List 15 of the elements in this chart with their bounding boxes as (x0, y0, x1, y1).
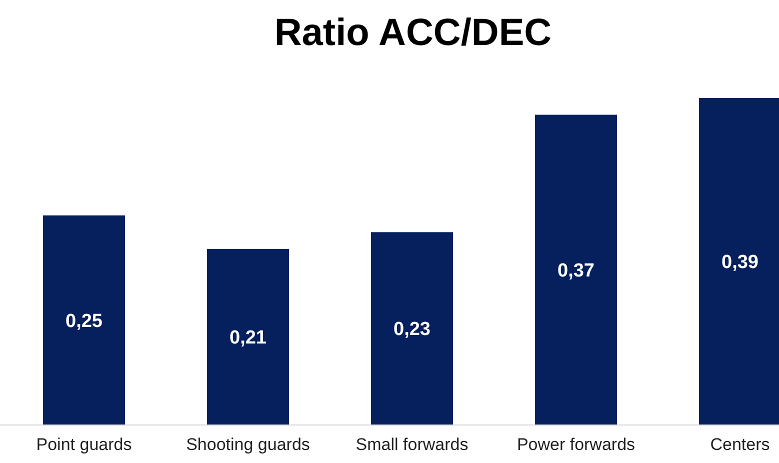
chart-title: Ratio ACC/DEC (274, 12, 552, 54)
data-label: 0,21 (230, 328, 267, 349)
bar (207, 248, 289, 425)
x-tick-label: Power forwards (516, 435, 636, 454)
data-label: 0,37 (558, 260, 594, 282)
x-tick-label: Point guards (36, 435, 132, 454)
x-tick-label: Small forwards (356, 435, 468, 454)
data-label: 0,39 (722, 252, 758, 274)
x-tick-label: Centers (710, 435, 770, 454)
x-tick-label: Shooting guards (186, 435, 310, 454)
bar (371, 232, 453, 425)
data-label: 0,25 (66, 310, 103, 332)
data-label: 0,23 (394, 319, 430, 340)
bar (43, 215, 125, 425)
bar (535, 114, 617, 425)
